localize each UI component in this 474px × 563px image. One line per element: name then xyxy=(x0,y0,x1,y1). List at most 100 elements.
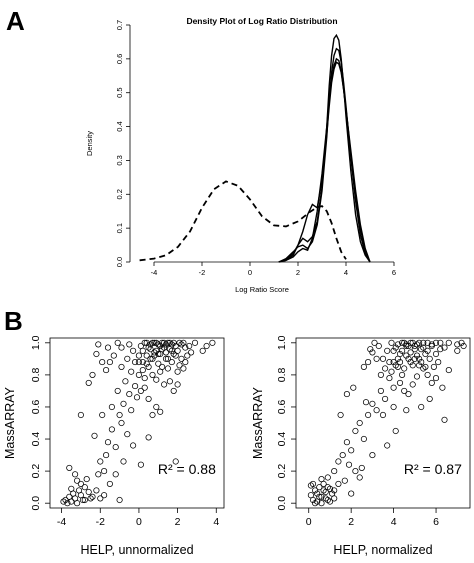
data-point xyxy=(126,391,133,398)
data-point xyxy=(350,384,357,391)
data-point xyxy=(424,339,431,346)
data-point xyxy=(437,346,444,353)
data-point xyxy=(166,339,173,346)
data-point xyxy=(79,496,86,504)
data-point xyxy=(318,476,325,483)
x-tick-label: 0 xyxy=(306,516,312,528)
data-point xyxy=(85,379,92,386)
data-point xyxy=(168,359,175,366)
data-point xyxy=(110,352,117,359)
data-point xyxy=(348,447,355,454)
data-point xyxy=(145,434,152,441)
data-point xyxy=(174,381,181,388)
data-point xyxy=(407,349,414,356)
data-point xyxy=(379,411,387,419)
data-point xyxy=(454,341,461,348)
data-point xyxy=(316,493,323,500)
data-point xyxy=(388,339,395,346)
data-point xyxy=(74,500,81,507)
y-tick-label: 0.6 xyxy=(115,54,124,64)
chart-title: Density Plot of Log Ratio Distribution xyxy=(186,16,337,26)
data-point xyxy=(143,352,150,359)
data-point xyxy=(182,344,189,351)
data-point xyxy=(141,339,148,346)
y-tick-label: 0.2 xyxy=(276,464,288,479)
y-tick-label: 1.0 xyxy=(30,335,42,350)
data-point xyxy=(335,458,342,465)
data-point xyxy=(424,347,431,354)
data-point xyxy=(137,387,144,394)
y-tick-label: 0.6 xyxy=(30,400,42,415)
data-point xyxy=(174,368,181,375)
data-point xyxy=(331,487,338,494)
data-point xyxy=(409,381,416,388)
x-tick-label: 4 xyxy=(391,516,397,528)
data-point xyxy=(373,355,380,362)
data-point xyxy=(132,359,139,366)
data-point xyxy=(186,342,193,350)
data-point xyxy=(358,464,365,471)
data-point xyxy=(157,342,164,350)
data-point xyxy=(386,375,393,382)
data-point xyxy=(373,407,380,414)
data-point xyxy=(95,341,102,348)
data-point xyxy=(441,344,448,351)
data-point xyxy=(101,468,108,475)
data-point xyxy=(147,355,154,362)
data-point xyxy=(139,359,146,366)
data-point xyxy=(460,342,467,350)
data-point xyxy=(191,339,199,346)
data-point xyxy=(439,384,446,391)
data-point xyxy=(147,341,154,348)
data-point xyxy=(145,395,152,402)
data-point xyxy=(343,391,350,398)
data-point xyxy=(422,363,429,370)
data-point xyxy=(184,352,191,359)
data-point xyxy=(81,496,88,504)
x-tick-label: -2 xyxy=(96,516,105,528)
data-point xyxy=(352,468,359,475)
data-point xyxy=(418,403,425,411)
data-point xyxy=(426,355,433,362)
data-point xyxy=(367,346,374,353)
data-point xyxy=(324,474,331,481)
r-squared-annotation: R² = 0.88 xyxy=(158,461,216,477)
data-point xyxy=(331,495,338,502)
data-point xyxy=(66,464,73,471)
data-point xyxy=(77,411,84,419)
data-point xyxy=(371,339,378,346)
data-point xyxy=(407,339,414,346)
density-curve-dashed xyxy=(139,180,347,262)
y-axis-label: Density xyxy=(85,131,94,156)
data-point xyxy=(341,477,348,484)
data-point xyxy=(89,493,96,500)
y-tick-label: 0.2 xyxy=(115,189,124,199)
data-point xyxy=(162,349,170,356)
data-point xyxy=(172,352,179,359)
panel-label-b: B xyxy=(4,306,23,336)
data-point xyxy=(307,482,314,489)
data-point xyxy=(411,355,418,362)
data-point xyxy=(399,371,406,378)
data-point xyxy=(147,346,154,353)
data-point xyxy=(331,468,338,475)
data-point xyxy=(141,375,148,382)
x-tick-label: -4 xyxy=(151,268,158,277)
data-point xyxy=(454,347,461,354)
data-point xyxy=(403,342,410,350)
data-point xyxy=(384,442,391,449)
x-axis-label: HELP, normalized xyxy=(333,543,432,557)
data-point xyxy=(155,360,162,367)
data-point xyxy=(445,339,452,346)
y-tick-label: 0.3 xyxy=(115,155,124,165)
data-point xyxy=(369,349,376,356)
x-axis-label: Log Ratio Score xyxy=(235,285,289,294)
data-point xyxy=(180,365,187,372)
data-point xyxy=(62,496,69,504)
data-point xyxy=(392,427,399,435)
x-tick-label: 2 xyxy=(348,516,354,528)
data-point xyxy=(118,344,125,351)
x-tick-label: -2 xyxy=(199,268,206,277)
data-point xyxy=(411,342,418,350)
data-point xyxy=(155,341,162,348)
